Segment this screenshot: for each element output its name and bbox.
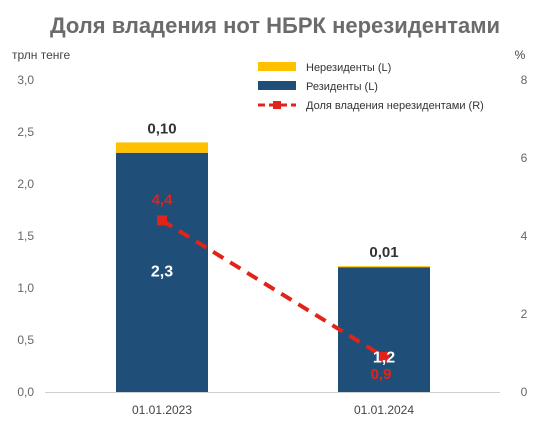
data-label-nonresidents: 0,01 xyxy=(369,244,398,261)
line-marker xyxy=(379,351,389,362)
legend-label: Нерезиденты (L) xyxy=(306,62,391,74)
left-tick-label: 3,0 xyxy=(17,73,34,87)
left-tick-label: 1,0 xyxy=(17,281,34,295)
data-label-share: 0,9 xyxy=(371,366,392,383)
left-axis-unit: трлн тенге xyxy=(12,48,70,62)
left-tick-label: 1,5 xyxy=(17,229,34,243)
right-axis-ticks: 0 2 4 6 8 xyxy=(521,73,528,399)
legend-swatch-nonresidents xyxy=(258,62,296,71)
category-label: 01.01.2023 xyxy=(132,403,192,417)
data-label-nonresidents: 0,10 xyxy=(147,120,176,137)
right-tick-label: 4 xyxy=(521,229,528,243)
left-tick-label: 2,0 xyxy=(17,177,34,191)
right-tick-label: 0 xyxy=(521,385,528,399)
data-label-share: 4,4 xyxy=(152,191,174,208)
line-share-nonresidents xyxy=(160,218,386,359)
bar-nonresidents xyxy=(338,266,430,268)
left-tick-label: 0,5 xyxy=(17,333,34,347)
right-tick-label: 8 xyxy=(521,73,528,87)
legend-swatch-share-marker xyxy=(273,101,281,109)
right-tick-label: 6 xyxy=(521,151,528,165)
bar-residents xyxy=(116,152,208,392)
bar-nonresidents xyxy=(116,142,208,153)
right-tick-label: 2 xyxy=(521,307,528,321)
bar-residents xyxy=(338,267,430,392)
left-tick-label: 2,5 xyxy=(17,125,34,139)
legend-label: Доля владения нерезидентами (R) xyxy=(306,100,484,112)
data-label-residents: 2,3 xyxy=(151,263,173,280)
data-labels-group: 2,3 0,10 1,2 0,01 4,4 0,9 xyxy=(147,120,398,383)
bars-group xyxy=(116,142,430,392)
category-labels: 01.01.2023 01.01.2024 xyxy=(132,403,414,417)
data-label-residents: 1,2 xyxy=(373,350,395,367)
left-axis-ticks: 0,0 0,5 1,0 1,5 2,0 2,5 3,0 xyxy=(17,73,34,399)
left-tick-label: 0,0 xyxy=(17,385,34,399)
chart-title: Доля владения нот НБРК нерезидентами xyxy=(50,13,500,38)
legend: Нерезиденты (L) Резиденты (L) Доля владени… xyxy=(258,62,484,112)
category-label: 01.01.2024 xyxy=(354,403,414,417)
line-series-group xyxy=(157,215,389,362)
legend-swatch-residents xyxy=(258,81,296,90)
line-marker xyxy=(157,215,167,226)
legend-label: Резиденты (L) xyxy=(306,81,378,93)
right-axis-unit: % xyxy=(515,48,526,62)
